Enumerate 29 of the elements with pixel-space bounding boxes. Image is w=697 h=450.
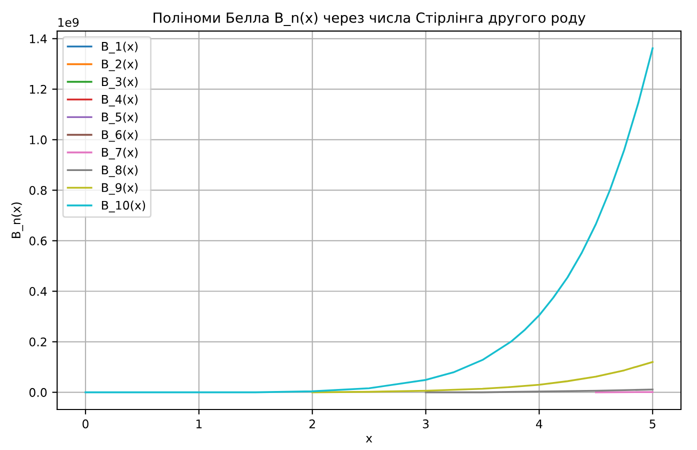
legend-label: B_9(x)	[102, 182, 138, 195]
y-tick-label: 1.4	[30, 34, 47, 44]
y-tick-label: 0.4	[29, 286, 47, 296]
y-axis-title: B_n(x)	[11, 202, 24, 238]
legend-label: B_7(x)	[102, 148, 138, 160]
legend-label: B_1(x)	[102, 42, 138, 54]
x-tick-label: 1	[196, 420, 202, 428]
x-tick-label: 5	[650, 420, 656, 428]
legend-label: B_4(x)	[102, 94, 138, 106]
y-tick-label: 0.8	[29, 186, 47, 195]
legend-label: B_10(x)	[102, 200, 146, 212]
legend-label: B_6(x)	[102, 130, 138, 142]
y-tick-label: 0.0	[29, 388, 47, 397]
x-tick-label: 0	[82, 419, 88, 428]
x-tick-label: 4	[536, 420, 542, 428]
chart-title: Поліноми Белла B_n(x) через числа Стірлінга другого роду	[154, 12, 586, 26]
legend-label: B_8(x)	[102, 165, 138, 178]
text: 1e9	[58, 18, 79, 27]
x-tick-label: 2	[309, 419, 315, 428]
x-tick-label: 3	[422, 419, 429, 428]
legend-label: B_2(x)	[102, 59, 138, 72]
y-tick-label: 1.0	[30, 135, 47, 144]
y-tick-label: 1.2	[30, 84, 46, 94]
x-axis-title: x	[366, 436, 372, 442]
line-series	[311, 361, 654, 394]
legend-label: B_5(x)	[102, 112, 138, 124]
y-tick-label: 0.6	[29, 236, 47, 246]
legend-label: B_3(x)	[102, 77, 138, 89]
y-tick-label: 0.2	[29, 338, 46, 346]
